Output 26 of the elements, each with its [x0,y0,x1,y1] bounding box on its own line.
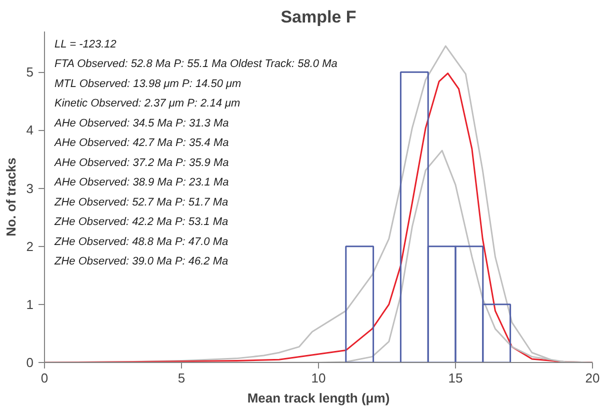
y-tick-label: 3 [26,180,34,196]
annotation: ZHe Observed: 42.2 Ma P: 53.1 Ma [54,216,228,228]
y-tick-label: 2 [26,238,34,254]
x-tick-label: 5 [178,370,186,386]
y-tick-label: 4 [26,122,34,138]
x-tick-label: 15 [448,370,463,386]
y-axis-title: No. of tracks [3,158,18,236]
x-tick-label: 10 [311,370,326,386]
annotation: ZHe Observed: 48.8 Ma P: 47.0 Ma [54,236,228,248]
annotation: ZHe Observed: 52.7 Ma P: 51.7 Ma [54,196,228,208]
x-tick-label: 0 [40,370,48,386]
y-tick-label: 0 [26,355,34,370]
x-axis-title: Mean track length (μm) [247,390,390,406]
annotation: AHe Observed: 37.2 Ma P: 35.9 Ma [54,156,229,169]
annotation: FTA Observed: 52.8 Ma P: 55.1 Ma Oldest Track: 58.0 Ma [54,58,338,70]
annotation: LL = -123.12 [54,38,116,50]
annotation: ZHe Observed: 39.0 Ma P: 46.2 Ma [54,256,228,268]
annotation: MTL Observed: 13.98 μm P: 14.50 μm [54,78,242,90]
annotation: AHe Observed: 34.5 Ma P: 31.3 Ma [54,117,229,130]
chart-title: Sample F [280,8,356,26]
y-tick-label: 5 [26,64,34,80]
annotation: Kinetic Observed: 2.37 μm P: 2.14 μm [54,98,240,110]
x-tick-label: 20 [585,370,600,386]
annotation: AHe Observed: 42.7 Ma P: 35.4 Ma [54,137,229,150]
annotation: AHe Observed: 38.9 Ma P: 23.1 Ma [54,176,229,189]
y-tick-label: 1 [26,296,34,312]
